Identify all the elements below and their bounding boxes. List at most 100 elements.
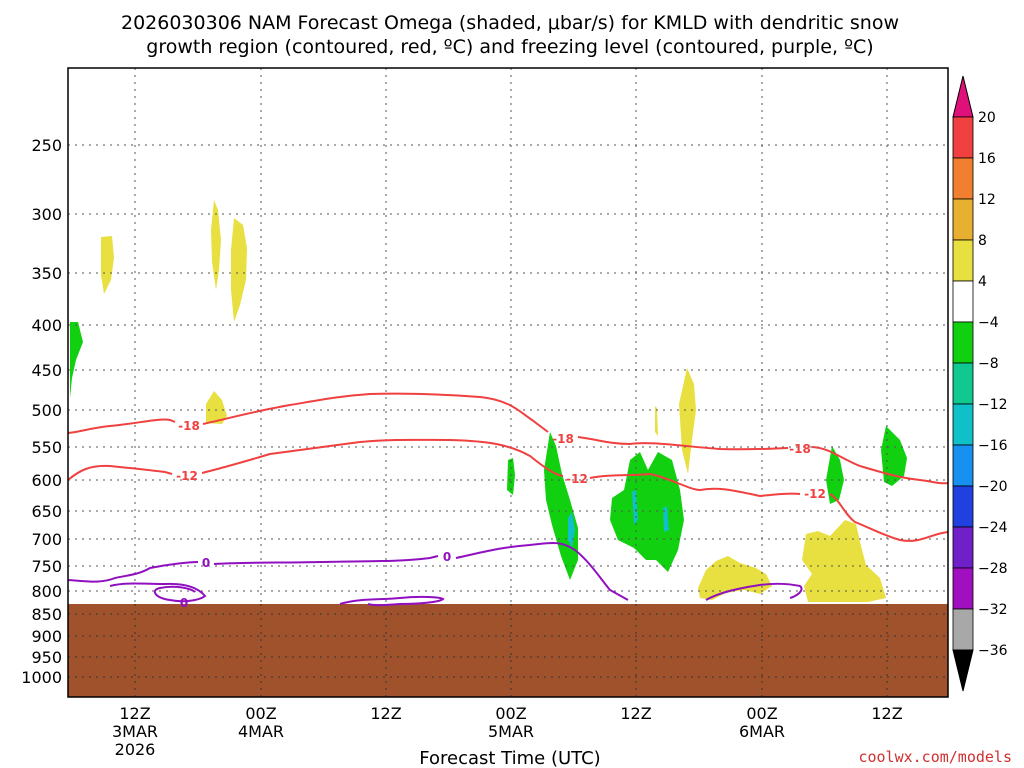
colorbar-tick-label: −20 [978, 479, 1008, 495]
omega-shade-green [826, 446, 844, 504]
colorbar-tick-label: 12 [978, 192, 996, 208]
x-tick-label-year: 2026 [115, 740, 156, 759]
colorbar-top-cap [952, 75, 974, 118]
y-tick-label: 650 [31, 502, 62, 521]
contour-label-freezing: 0 [180, 596, 188, 610]
omega-shade-yellow [206, 391, 227, 424]
contour-label-freezing: 0 [443, 550, 451, 564]
omega-shade-yellow [802, 520, 886, 602]
plot-area: -18 -18 -18 -12 -12 -12 0 0 0 [67, 67, 949, 698]
colorbar-bottom-cap [952, 649, 974, 692]
contour-label-dgz-minus12: -12 [176, 469, 198, 483]
omega-shade-green [507, 458, 515, 495]
colorbar-tick-label: 16 [978, 151, 996, 167]
omega-shade-yellow [101, 236, 114, 294]
y-tick-label: 1000 [21, 668, 62, 687]
freezing-level-contour [109, 582, 445, 607]
omega-shade-cyan [663, 506, 669, 532]
colorbar-tick-label: 4 [978, 274, 987, 290]
y-tick-label: 400 [31, 316, 62, 335]
colorbar-band [952, 239, 974, 282]
contour-label-dgz-minus18: -18 [789, 442, 811, 456]
contour-label-dgz-minus18: -18 [178, 419, 200, 433]
x-tick-label-12z: 12Z [119, 704, 150, 723]
colorbar-band [952, 280, 974, 323]
dgz-minus12-contour [67, 438, 949, 542]
x-tick-label-12z: 12Z [370, 704, 401, 723]
chart-title-line-2: growth region (contoured, red, ºC) and f… [146, 36, 873, 58]
colorbar-band [952, 403, 974, 446]
colorbar-band [952, 608, 974, 651]
omega-shade-yellow [698, 556, 772, 600]
y-tick-label: 750 [31, 557, 62, 576]
omega-shade-yellow [655, 406, 658, 436]
x-tick-label-12z: 12Z [620, 704, 651, 723]
y-tick-label: 700 [31, 530, 62, 549]
contour-label-dgz-minus18: -18 [552, 432, 574, 446]
freezing-level-contour [705, 582, 803, 601]
contour-label-freezing: 0 [202, 556, 210, 570]
colorbar-band [952, 526, 974, 569]
credit-text: coolwx.com/models [858, 748, 1012, 766]
plot-background [68, 68, 948, 697]
x-tick-label-00z: 00Z [746, 704, 777, 723]
colorbar-tick-label: −12 [978, 397, 1008, 413]
colorbar-band [952, 198, 974, 241]
dgz-minus18-contour [67, 392, 949, 485]
x-tick-label-date: 3MAR [112, 722, 158, 741]
colorbar-tick-label: −4 [978, 315, 999, 331]
colorbar-tick-label: 20 [978, 110, 996, 126]
x-tick-label-00z: 00Z [245, 704, 276, 723]
omega-shading [70, 200, 907, 602]
colorbar-band [952, 444, 974, 487]
y-tick-label: 600 [31, 471, 62, 490]
colorbar-tick-label: 8 [978, 233, 987, 249]
colorbar-band [952, 362, 974, 405]
omega-shade-yellow [211, 200, 221, 290]
x-tick-label-00z: 00Z [495, 704, 526, 723]
omega-shade-green [70, 322, 83, 398]
x-tick-label-12z: 12Z [871, 704, 902, 723]
colorbar-tick-label: −16 [978, 438, 1008, 454]
colorbar-tick-label: −28 [978, 561, 1008, 577]
x-axis: 12Z 3MAR 2026 00Z 4MAR 12Z 00Z 5MAR 12Z … [112, 704, 903, 768]
y-tick-label: 550 [31, 438, 62, 457]
colorbar-tick-label: −8 [978, 356, 999, 372]
omega-shade-yellow [679, 368, 696, 474]
chart-title-line-1: 2026030306 NAM Forecast Omega (shaded, μ… [121, 12, 899, 34]
colorbar-band [952, 485, 974, 528]
y-tick-label: 500 [31, 401, 62, 420]
contour-label-dgz-minus12: -12 [566, 472, 588, 486]
x-tick-label-date: 6MAR [739, 722, 785, 741]
y-axis: 250 300 350 400 450 500 550 600 650 700 … [21, 136, 62, 687]
omega-shade-green [610, 452, 684, 572]
y-tick-label: 250 [31, 136, 62, 155]
contour-labels: -18 -18 -18 -12 -12 -12 0 0 0 [176, 419, 826, 610]
y-tick-label: 950 [31, 648, 62, 667]
colorbar-tick-label: −32 [978, 602, 1008, 618]
y-tick-label: 450 [31, 361, 62, 380]
y-tick-label: 850 [31, 605, 62, 624]
x-tick-label-date: 4MAR [238, 722, 284, 741]
grid-over-ground [68, 604, 948, 697]
colorbar-band [952, 567, 974, 610]
contour-label-dgz-minus12: -12 [804, 487, 826, 501]
colorbar-band [952, 157, 974, 200]
y-tick-label: 350 [31, 264, 62, 283]
y-tick-label: 900 [31, 627, 62, 646]
colorbar-tick-label: −24 [978, 520, 1008, 536]
colorbar-band [952, 116, 974, 159]
freezing-level-contour [67, 542, 629, 601]
x-tick-label-date: 5MAR [488, 722, 534, 741]
y-tick-label: 300 [31, 205, 62, 224]
y-tick-label: 800 [31, 582, 62, 601]
ground-shading [68, 604, 948, 697]
colorbar: 20 16 12 8 4 −4 −8 −12 −16 −20 −24 −28 −… [952, 75, 1008, 692]
omega-shade-yellow [231, 218, 247, 322]
colorbar-tick-label: −36 [978, 643, 1008, 659]
x-axis-title: Forecast Time (UTC) [419, 748, 600, 768]
contours [67, 392, 949, 607]
plot-frame [67, 67, 949, 698]
colorbar-band [952, 321, 974, 364]
